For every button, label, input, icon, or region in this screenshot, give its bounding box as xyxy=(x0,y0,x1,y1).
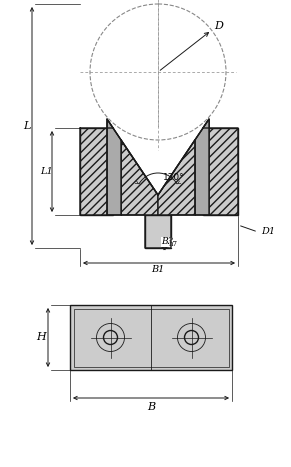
Bar xyxy=(70,305,232,370)
Polygon shape xyxy=(107,119,121,215)
Polygon shape xyxy=(121,140,158,215)
Text: B2: B2 xyxy=(161,238,174,247)
Text: D: D xyxy=(214,21,223,31)
Text: L1: L1 xyxy=(41,167,53,176)
Polygon shape xyxy=(80,128,113,215)
Text: 120°: 120° xyxy=(163,172,185,182)
Polygon shape xyxy=(195,119,209,215)
Polygon shape xyxy=(203,128,238,215)
Text: D1: D1 xyxy=(261,227,275,236)
Polygon shape xyxy=(107,119,113,215)
Text: B: B xyxy=(147,402,155,412)
Polygon shape xyxy=(203,119,209,215)
Polygon shape xyxy=(158,140,195,215)
Text: L: L xyxy=(23,121,31,131)
Text: h7: h7 xyxy=(169,240,178,248)
Polygon shape xyxy=(145,215,171,248)
Text: B1: B1 xyxy=(151,266,165,275)
Bar xyxy=(74,309,228,367)
Text: H: H xyxy=(36,333,46,342)
